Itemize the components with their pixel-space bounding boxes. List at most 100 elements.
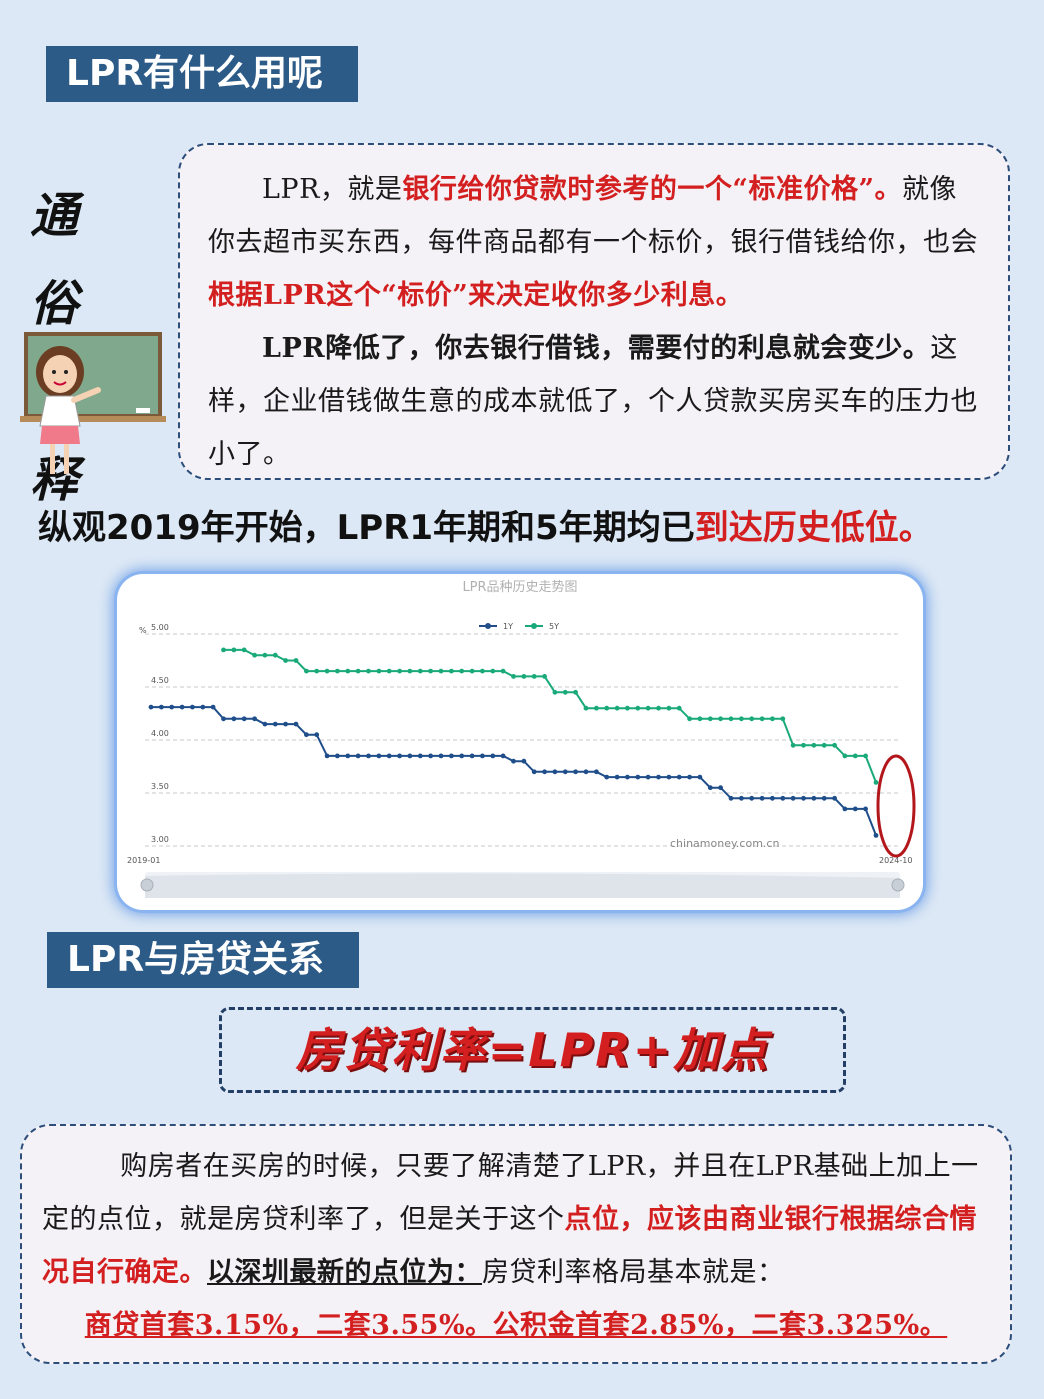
data-point-5y[interactable] xyxy=(739,716,744,722)
data-point-5y[interactable] xyxy=(863,753,868,759)
data-point-5y[interactable] xyxy=(252,652,257,658)
data-point-5y[interactable] xyxy=(241,647,247,653)
data-point-1y[interactable] xyxy=(179,704,185,710)
data-point-1y[interactable] xyxy=(852,806,858,812)
data-point-1y[interactable] xyxy=(469,753,475,759)
data-point-5y[interactable] xyxy=(604,705,610,711)
data-point-1y[interactable] xyxy=(759,795,765,801)
data-point-1y[interactable] xyxy=(676,774,682,780)
data-point-5y[interactable] xyxy=(407,668,413,674)
data-point-1y[interactable] xyxy=(480,753,485,759)
data-point-5y[interactable] xyxy=(645,705,651,711)
data-point-1y[interactable] xyxy=(770,795,775,801)
data-point-5y[interactable] xyxy=(531,674,537,679)
data-point-5y[interactable] xyxy=(345,668,351,674)
data-point-5y[interactable] xyxy=(262,652,268,658)
data-point-1y[interactable] xyxy=(397,753,402,759)
data-point-1y[interactable] xyxy=(459,753,465,759)
data-point-5y[interactable] xyxy=(500,668,506,674)
data-point-5y[interactable] xyxy=(304,668,309,674)
data-point-5y[interactable] xyxy=(562,689,568,695)
data-point-5y[interactable] xyxy=(449,668,454,674)
data-point-1y[interactable] xyxy=(210,704,216,710)
data-point-5y[interactable] xyxy=(583,705,589,711)
data-point-5y[interactable] xyxy=(480,668,485,674)
data-point-5y[interactable] xyxy=(376,668,382,674)
data-point-5y[interactable] xyxy=(355,668,361,674)
data-point-1y[interactable] xyxy=(790,795,796,801)
data-point-1y[interactable] xyxy=(687,774,692,780)
data-point-1y[interactable] xyxy=(231,716,237,722)
data-point-1y[interactable] xyxy=(407,753,413,759)
data-point-5y[interactable] xyxy=(335,668,340,674)
data-point-5y[interactable] xyxy=(231,647,237,653)
data-point-5y[interactable] xyxy=(511,674,516,679)
data-point-1y[interactable] xyxy=(376,753,382,759)
data-point-5y[interactable] xyxy=(386,668,392,674)
data-point-1y[interactable] xyxy=(148,704,154,710)
data-point-1y[interactable] xyxy=(490,753,496,759)
data-point-1y[interactable] xyxy=(511,758,516,764)
data-point-1y[interactable] xyxy=(552,769,558,775)
data-point-5y[interactable] xyxy=(314,668,320,674)
data-point-1y[interactable] xyxy=(739,795,744,801)
chart-range-slider[interactable] xyxy=(140,872,905,898)
data-point-1y[interactable] xyxy=(542,769,547,775)
data-point-5y[interactable] xyxy=(417,668,423,674)
data-point-5y[interactable] xyxy=(718,716,723,722)
data-point-1y[interactable] xyxy=(718,785,723,791)
data-point-5y[interactable] xyxy=(770,716,775,722)
data-point-1y[interactable] xyxy=(604,774,610,780)
data-point-1y[interactable] xyxy=(531,769,537,775)
data-point-1y[interactable] xyxy=(386,753,392,759)
data-point-1y[interactable] xyxy=(262,721,268,727)
data-point-1y[interactable] xyxy=(635,774,641,780)
data-point-5y[interactable] xyxy=(790,742,796,748)
data-point-5y[interactable] xyxy=(490,668,496,674)
data-point-1y[interactable] xyxy=(314,732,320,738)
data-point-1y[interactable] xyxy=(801,795,806,801)
data-point-5y[interactable] xyxy=(428,668,433,674)
data-point-5y[interactable] xyxy=(759,716,765,722)
data-point-5y[interactable] xyxy=(749,716,755,722)
data-point-1y[interactable] xyxy=(159,704,164,710)
data-point-1y[interactable] xyxy=(190,704,195,710)
data-point-5y[interactable] xyxy=(594,705,599,711)
data-point-5y[interactable] xyxy=(469,668,475,674)
data-point-1y[interactable] xyxy=(594,769,599,775)
data-point-5y[interactable] xyxy=(676,705,682,711)
data-point-5y[interactable] xyxy=(221,647,226,653)
data-point-1y[interactable] xyxy=(252,716,257,722)
data-point-1y[interactable] xyxy=(221,716,226,722)
data-point-5y[interactable] xyxy=(272,652,278,658)
data-point-5y[interactable] xyxy=(801,742,806,748)
data-point-5y[interactable] xyxy=(656,705,661,711)
data-point-5y[interactable] xyxy=(459,668,465,674)
data-point-1y[interactable] xyxy=(304,732,309,738)
data-point-5y[interactable] xyxy=(366,668,371,674)
data-point-1y[interactable] xyxy=(780,795,786,801)
data-point-1y[interactable] xyxy=(521,758,527,764)
data-point-1y[interactable] xyxy=(625,774,630,780)
data-point-1y[interactable] xyxy=(428,753,433,759)
data-point-1y[interactable] xyxy=(873,833,879,838)
data-point-1y[interactable] xyxy=(832,795,837,801)
data-point-1y[interactable] xyxy=(614,774,620,780)
data-point-1y[interactable] xyxy=(438,753,444,759)
data-point-1y[interactable] xyxy=(417,753,423,759)
data-point-5y[interactable] xyxy=(842,753,848,759)
data-point-1y[interactable] xyxy=(169,704,175,710)
data-point-1y[interactable] xyxy=(324,753,330,759)
data-point-1y[interactable] xyxy=(573,769,578,775)
data-point-5y[interactable] xyxy=(542,674,547,679)
data-point-1y[interactable] xyxy=(697,774,703,780)
data-point-5y[interactable] xyxy=(852,753,858,759)
slider-left-handle[interactable] xyxy=(140,878,154,892)
data-point-5y[interactable] xyxy=(283,658,288,663)
data-point-1y[interactable] xyxy=(863,806,868,812)
data-point-5y[interactable] xyxy=(552,689,558,695)
data-point-1y[interactable] xyxy=(293,721,299,727)
data-point-5y[interactable] xyxy=(438,668,444,674)
data-point-1y[interactable] xyxy=(200,704,206,710)
data-point-5y[interactable] xyxy=(397,668,402,674)
